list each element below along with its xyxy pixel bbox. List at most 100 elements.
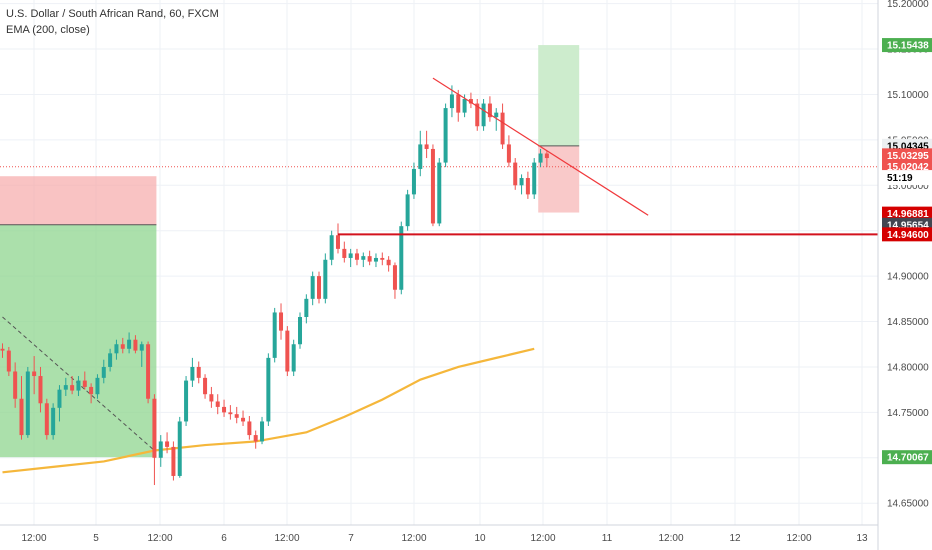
candle-body[interactable] xyxy=(13,371,18,399)
candle-body[interactable] xyxy=(418,144,423,169)
candle-body[interactable] xyxy=(329,235,334,260)
candle-body[interactable] xyxy=(310,276,315,299)
candle-body[interactable] xyxy=(70,385,75,391)
candle-body[interactable] xyxy=(95,377,100,395)
price-tag[interactable] xyxy=(882,148,932,163)
candle-body[interactable] xyxy=(424,144,429,149)
candle-body[interactable] xyxy=(468,99,473,104)
candle-body[interactable] xyxy=(266,357,271,422)
candle-body[interactable] xyxy=(25,371,30,436)
candle-body[interactable] xyxy=(373,257,378,262)
price-tag[interactable] xyxy=(882,206,932,221)
candle-body[interactable] xyxy=(285,330,290,372)
candle-body[interactable] xyxy=(532,162,537,195)
candle-body[interactable] xyxy=(133,339,138,351)
price-tag[interactable] xyxy=(882,38,932,53)
short-position-target-zone[interactable] xyxy=(538,45,580,146)
candle-body[interactable] xyxy=(430,148,435,224)
candle-body[interactable] xyxy=(487,103,492,118)
candle-body[interactable] xyxy=(228,412,233,415)
candle-body[interactable] xyxy=(367,256,372,262)
candle-body[interactable] xyxy=(32,371,37,377)
candle-body[interactable] xyxy=(82,380,87,387)
candle-body[interactable] xyxy=(247,421,252,436)
ema-indicator-label[interactable]: EMA (200, close) xyxy=(6,24,90,36)
candle-body[interactable] xyxy=(538,153,543,163)
symbol-title[interactable]: U.S. Dollar / South African Rand, 60, FX… xyxy=(6,8,219,20)
candle-body[interactable] xyxy=(279,312,284,331)
candle-body[interactable] xyxy=(335,235,340,249)
candle-body[interactable] xyxy=(203,377,208,395)
candle-body[interactable] xyxy=(399,226,404,290)
candle-body[interactable] xyxy=(298,316,303,345)
candle-body[interactable] xyxy=(462,99,467,113)
candle-body[interactable] xyxy=(361,256,366,260)
candle-body[interactable] xyxy=(165,441,170,447)
candle-body[interactable] xyxy=(19,398,24,436)
candle-body[interactable] xyxy=(190,366,195,381)
candle-body[interactable] xyxy=(184,380,189,422)
candle-body[interactable] xyxy=(76,380,81,391)
candle-body[interactable] xyxy=(354,253,359,260)
candle-body[interactable] xyxy=(234,414,239,418)
candle-body[interactable] xyxy=(139,344,144,351)
candle-body[interactable] xyxy=(342,248,347,258)
candle-body[interactable] xyxy=(6,350,11,372)
candle-body[interactable] xyxy=(101,366,106,378)
candle-body[interactable] xyxy=(392,265,397,290)
short-position-stop-zone[interactable] xyxy=(538,145,580,213)
candle-body[interactable] xyxy=(437,162,442,224)
candle-body[interactable] xyxy=(89,386,94,395)
candle-body[interactable] xyxy=(260,421,265,442)
candle-body[interactable] xyxy=(0,348,5,351)
price-tag[interactable] xyxy=(881,170,932,186)
candle-body[interactable] xyxy=(519,178,524,186)
candle-body[interactable] xyxy=(513,162,518,186)
candle-body[interactable] xyxy=(272,312,277,358)
candle-body[interactable] xyxy=(44,403,49,436)
candle-body[interactable] xyxy=(475,103,480,127)
candle-body[interactable] xyxy=(449,94,454,109)
candle-body[interactable] xyxy=(544,153,549,159)
candle-body[interactable] xyxy=(253,435,258,442)
long-position-stop-zone[interactable] xyxy=(0,176,157,225)
candle-body[interactable] xyxy=(411,168,416,195)
candle-body[interactable] xyxy=(291,344,296,372)
candle-body[interactable] xyxy=(222,406,227,413)
candle-body[interactable] xyxy=(405,194,410,227)
candle-body[interactable] xyxy=(171,446,176,476)
price-tag[interactable] xyxy=(882,227,932,242)
candle-body[interactable] xyxy=(443,108,448,163)
candle-body[interactable] xyxy=(38,376,43,404)
candle-body[interactable] xyxy=(380,257,385,260)
candle-body[interactable] xyxy=(500,112,505,145)
candle-body[interactable] xyxy=(57,389,62,408)
candle-body[interactable] xyxy=(215,401,220,407)
candle-body[interactable] xyxy=(209,394,214,402)
candle-body[interactable] xyxy=(146,344,151,399)
price-tag[interactable] xyxy=(882,450,932,465)
candle-body[interactable] xyxy=(177,421,182,476)
candle-body[interactable] xyxy=(456,94,461,113)
ema-200-line[interactable] xyxy=(2,347,535,474)
candle-body[interactable] xyxy=(63,385,68,390)
candle-body[interactable] xyxy=(506,144,511,163)
candle-body[interactable] xyxy=(127,339,132,349)
candle-body[interactable] xyxy=(481,103,486,127)
candle-body[interactable] xyxy=(386,259,391,266)
candle-body[interactable] xyxy=(158,441,163,458)
candle-body[interactable] xyxy=(108,353,113,367)
candle-body[interactable] xyxy=(241,417,246,422)
candle-body[interactable] xyxy=(494,112,499,118)
candle-body[interactable] xyxy=(348,253,353,258)
descending-trendline[interactable] xyxy=(432,77,649,216)
candle-body[interactable] xyxy=(51,407,56,436)
candle-body[interactable] xyxy=(120,344,125,349)
candle-body[interactable] xyxy=(323,259,328,299)
candle-body[interactable] xyxy=(114,344,119,354)
candle-body[interactable] xyxy=(304,298,309,317)
candle-body[interactable] xyxy=(196,366,201,378)
candle-body[interactable] xyxy=(525,178,530,195)
